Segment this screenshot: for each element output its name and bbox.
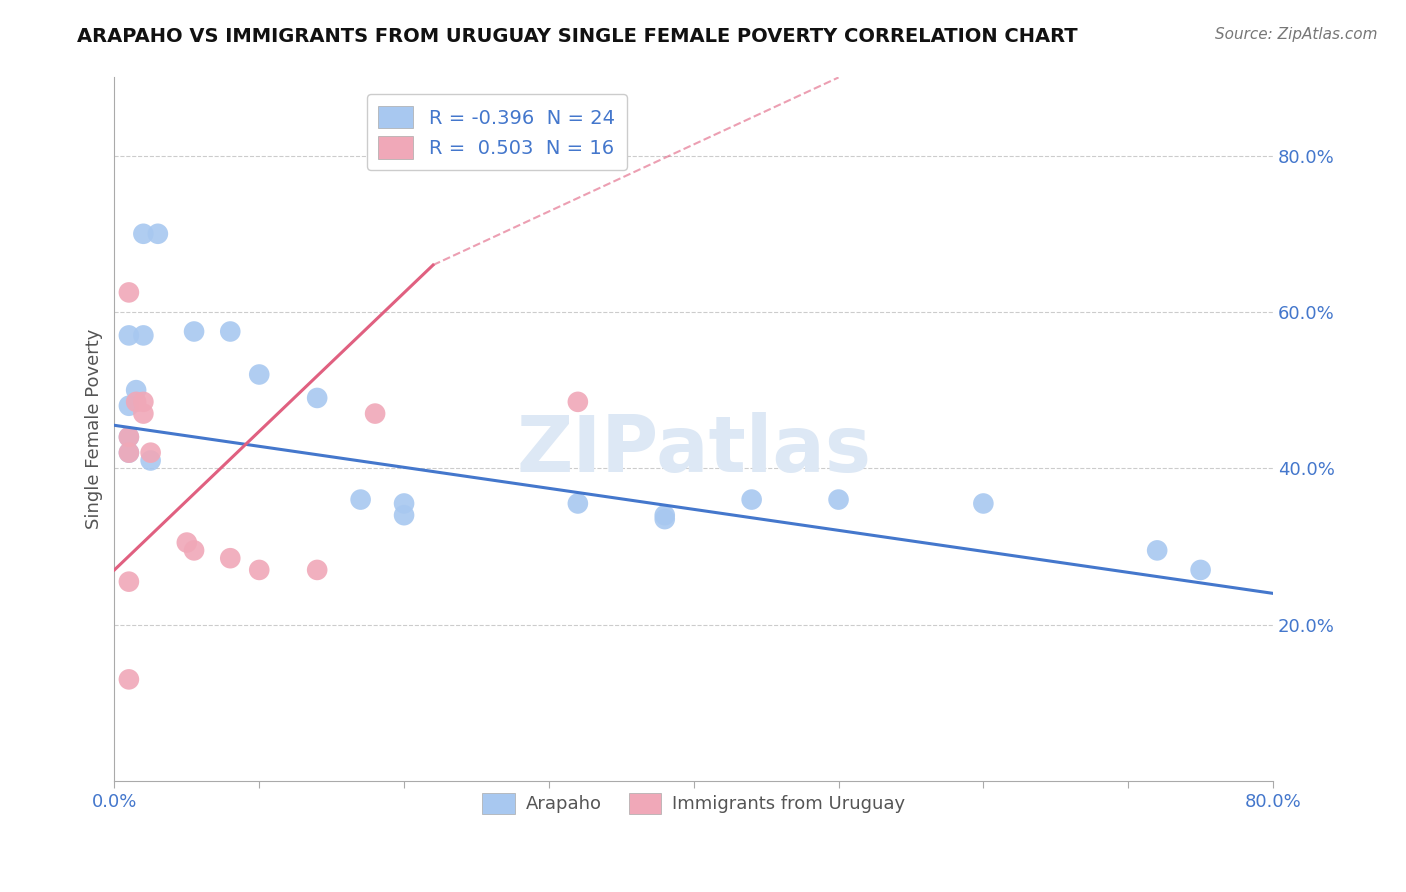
Point [183, 543, 205, 558]
Point [176, 535, 198, 549]
Point [125, 395, 148, 409]
Point [118, 285, 141, 300]
Point [1189, 563, 1212, 577]
Text: ZIPatlas: ZIPatlas [516, 412, 872, 488]
Point [349, 492, 371, 507]
Legend: Arapaho, Immigrants from Uruguay: Arapaho, Immigrants from Uruguay [471, 782, 915, 825]
Point [972, 496, 994, 510]
Point [247, 368, 270, 382]
Point [567, 496, 589, 510]
Point [219, 551, 242, 566]
Point [567, 395, 589, 409]
Point [654, 508, 676, 523]
Point [118, 399, 141, 413]
Point [307, 391, 329, 405]
Text: Source: ZipAtlas.com: Source: ZipAtlas.com [1215, 27, 1378, 42]
Text: ARAPAHO VS IMMIGRANTS FROM URUGUAY SINGLE FEMALE POVERTY CORRELATION CHART: ARAPAHO VS IMMIGRANTS FROM URUGUAY SINGL… [77, 27, 1078, 45]
Point [132, 328, 155, 343]
Point [132, 227, 155, 241]
Point [118, 430, 141, 444]
Point [139, 445, 162, 459]
Point [146, 227, 169, 241]
Point [183, 325, 205, 339]
Point [118, 673, 141, 687]
Point [125, 383, 148, 397]
Point [392, 508, 415, 523]
Point [392, 496, 415, 510]
Point [219, 325, 242, 339]
Point [307, 563, 329, 577]
Point [654, 512, 676, 526]
Point [247, 563, 270, 577]
Point [741, 492, 763, 507]
Point [118, 445, 141, 459]
Point [132, 395, 155, 409]
Point [118, 430, 141, 444]
Point [118, 445, 141, 459]
Point [118, 574, 141, 589]
Point [139, 453, 162, 467]
Point [364, 407, 387, 421]
Point [118, 328, 141, 343]
Y-axis label: Single Female Poverty: Single Female Poverty [86, 329, 103, 530]
Point [132, 407, 155, 421]
Point [827, 492, 849, 507]
Point [1146, 543, 1168, 558]
